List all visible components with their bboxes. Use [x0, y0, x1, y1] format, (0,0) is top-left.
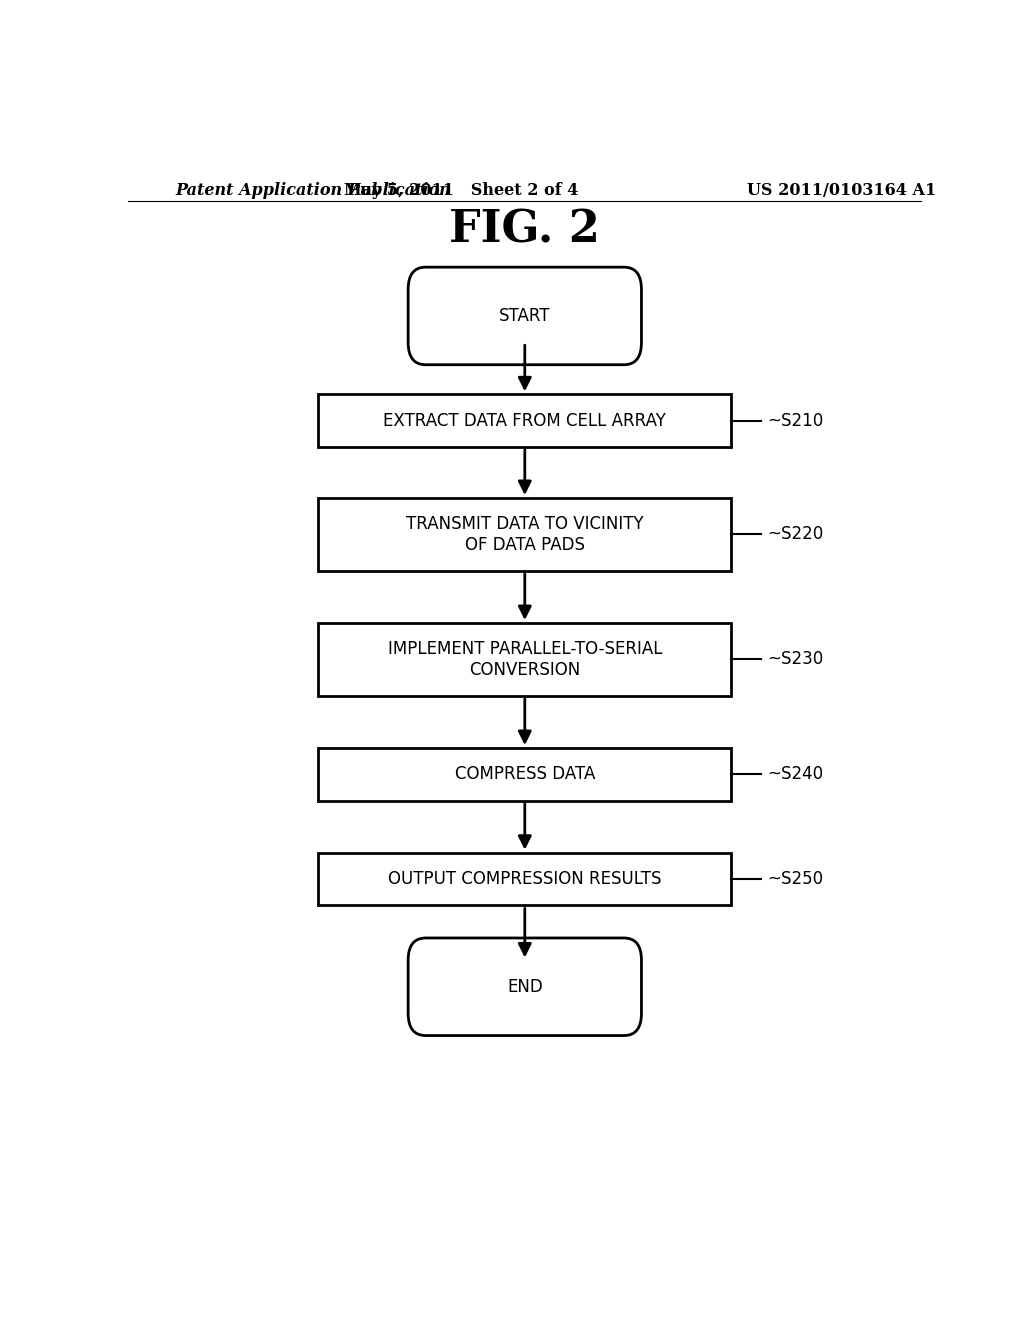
Text: ~S210: ~S210: [768, 412, 824, 429]
Bar: [318, 748, 731, 801]
Text: May 5, 2011   Sheet 2 of 4: May 5, 2011 Sheet 2 of 4: [344, 182, 579, 199]
Text: ~S220: ~S220: [768, 525, 824, 544]
Text: ~S250: ~S250: [768, 870, 823, 888]
Text: TRANSMIT DATA TO VICINITY
OF DATA PADS: TRANSMIT DATA TO VICINITY OF DATA PADS: [406, 515, 644, 554]
Text: OUTPUT COMPRESSION RESULTS: OUTPUT COMPRESSION RESULTS: [388, 870, 662, 888]
Text: ~S230: ~S230: [768, 651, 824, 668]
Bar: [318, 395, 731, 447]
Bar: [318, 623, 731, 696]
Text: EXTRACT DATA FROM CELL ARRAY: EXTRACT DATA FROM CELL ARRAY: [383, 412, 667, 429]
Bar: [318, 853, 731, 906]
Text: ~S240: ~S240: [768, 766, 823, 783]
Bar: [318, 498, 731, 572]
Text: IMPLEMENT PARALLEL-TO-SERIAL
CONVERSION: IMPLEMENT PARALLEL-TO-SERIAL CONVERSION: [387, 640, 663, 678]
Text: START: START: [499, 308, 551, 325]
Text: COMPRESS DATA: COMPRESS DATA: [455, 766, 595, 783]
Text: US 2011/0103164 A1: US 2011/0103164 A1: [748, 182, 936, 199]
Text: FIG. 2: FIG. 2: [450, 209, 600, 251]
FancyBboxPatch shape: [409, 939, 641, 1036]
Text: END: END: [507, 978, 543, 995]
Text: Patent Application Publication: Patent Application Publication: [176, 182, 452, 199]
FancyBboxPatch shape: [409, 267, 641, 364]
